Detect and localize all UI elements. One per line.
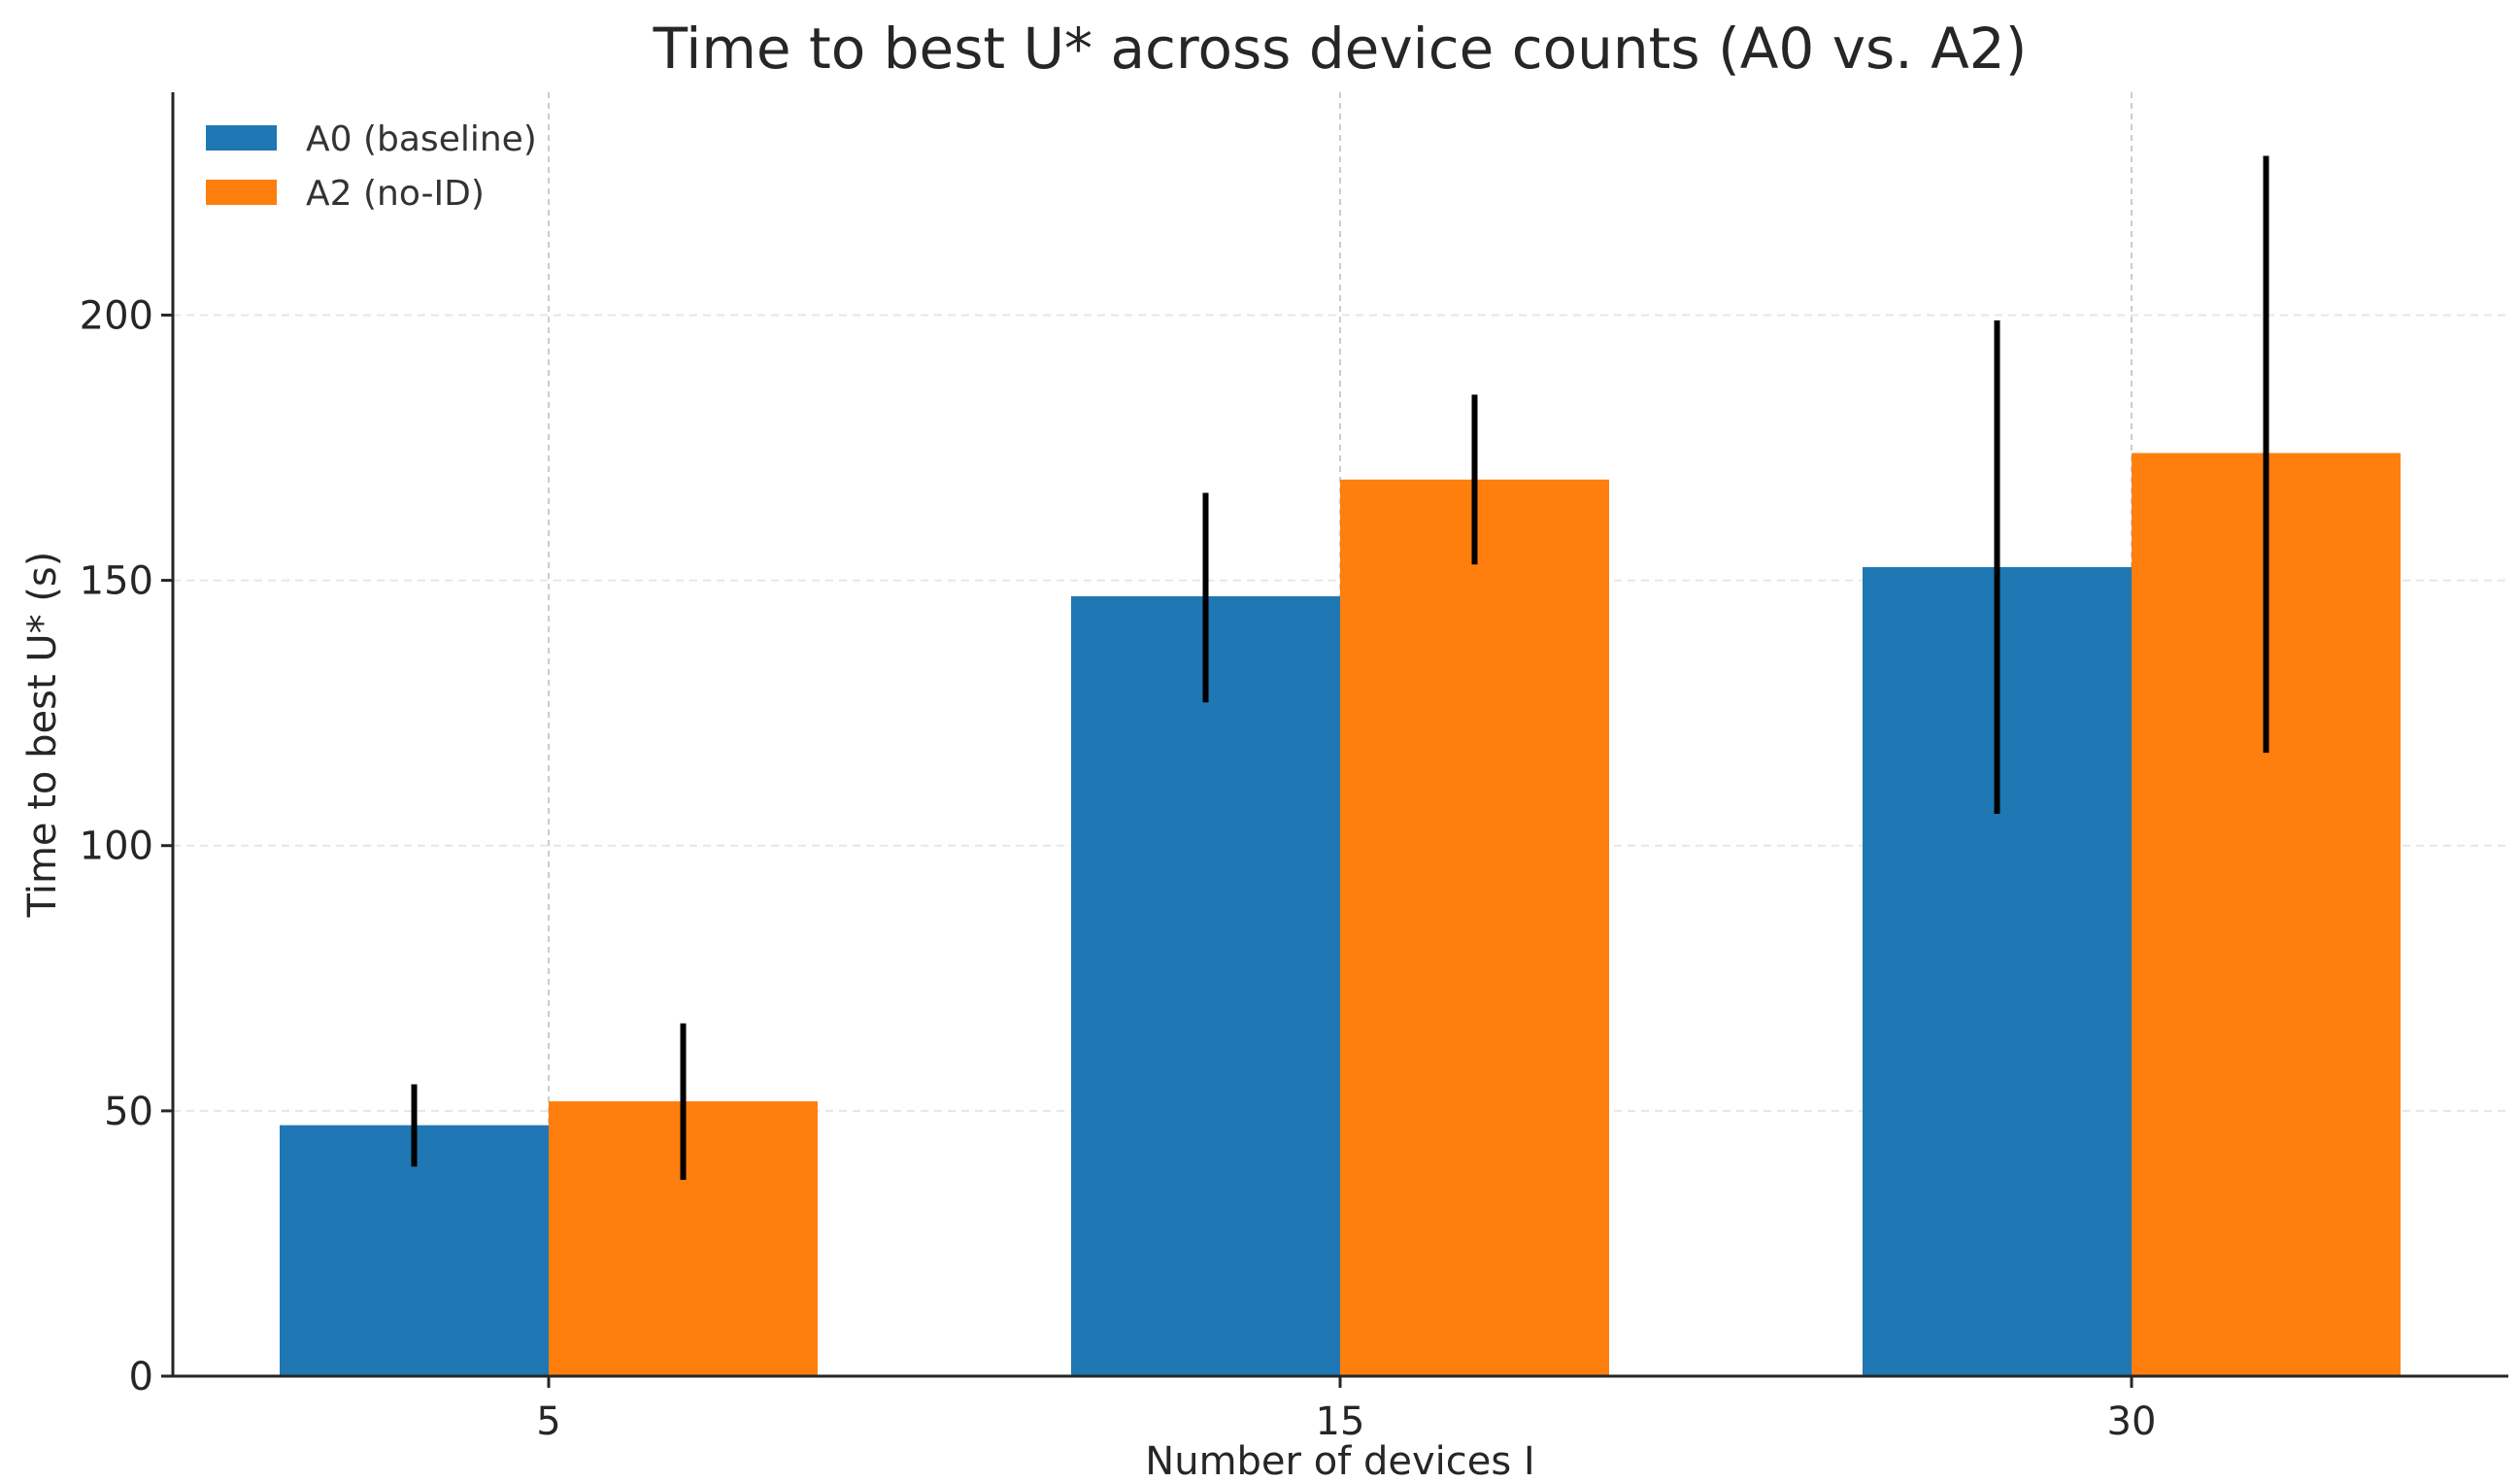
y-tick-label: 150 xyxy=(80,559,153,604)
legend-swatch xyxy=(206,125,277,151)
y-tick-label: 0 xyxy=(129,1355,153,1399)
legend-label: A2 (no-ID) xyxy=(306,174,485,214)
y-ticks: 0 50 100 150 200 xyxy=(80,293,173,1399)
chart-title: Time to best U* across device counts (A0… xyxy=(653,16,2028,82)
bar-a2-15 xyxy=(1340,479,1609,1376)
x-tick-label: 15 xyxy=(1316,1399,1365,1444)
bars xyxy=(280,453,2401,1376)
legend-label: A0 (baseline) xyxy=(306,119,537,159)
legend: A0 (baseline) A2 (no-ID) xyxy=(206,119,537,214)
bar-a0-5 xyxy=(280,1125,549,1376)
legend-swatch xyxy=(206,180,277,205)
x-tick-label: 5 xyxy=(536,1399,560,1444)
x-ticks: 5 15 30 xyxy=(536,1376,2156,1444)
x-axis-label: Number of devices I xyxy=(1145,1439,1534,1482)
y-axis-label: Time to best U* (s) xyxy=(20,552,65,919)
y-tick-label: 200 xyxy=(80,293,153,338)
y-tick-label: 50 xyxy=(104,1090,153,1134)
x-tick-label: 30 xyxy=(2107,1399,2157,1444)
y-tick-label: 100 xyxy=(80,825,153,869)
bar-a0-15 xyxy=(1071,595,1340,1376)
error-bars xyxy=(411,155,2269,1180)
